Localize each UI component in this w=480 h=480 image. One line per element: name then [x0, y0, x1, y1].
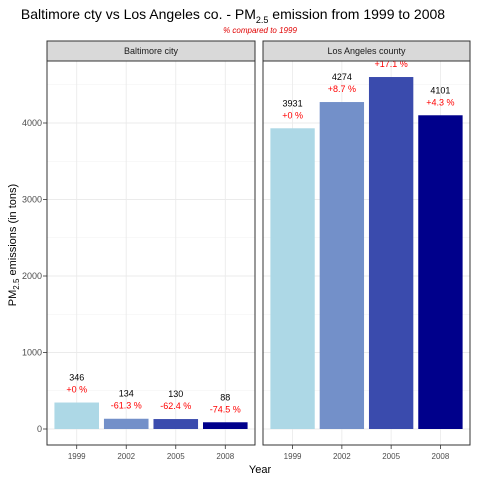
facet-panel: Los Angeles county 3931 +0 % 1999 4274 +8.7 %…	[262, 40, 471, 461]
x-tick-label: 2005	[167, 452, 185, 461]
panel-background	[47, 61, 255, 445]
bar-value-label: 346	[69, 373, 84, 383]
bar-percent-label: +0 %	[282, 110, 303, 120]
chart-title: Baltimore cty vs Los Angeles co. - PM2.5…	[21, 6, 445, 25]
bar-value-label: 134	[119, 389, 134, 399]
x-tick-label: 2005	[382, 452, 400, 461]
facet-strip-label-overlay: Los Angeles county	[327, 46, 406, 56]
y-tick-label: 3000	[22, 195, 42, 205]
bar-value-label: 4274	[332, 72, 352, 82]
bar-2002	[103, 418, 149, 429]
bar-2005	[153, 419, 199, 429]
bar-1999	[270, 128, 315, 429]
bar-percent-label: -62.4 %	[160, 401, 191, 411]
facet-strip-overlay	[46, 40, 256, 62]
x-tick-label: 1999	[68, 452, 86, 461]
bar-percent-label: -74.5 %	[210, 404, 241, 414]
facet-panels: Baltimore city 346 +0 % 1999 134 -61.3 % 2002 1…	[46, 40, 471, 461]
bar-percent-label: +4.3 %	[426, 97, 454, 107]
bar-2002	[319, 102, 365, 429]
x-axis-title: Year	[249, 464, 272, 476]
bar-percent-label: -61.3 %	[111, 401, 142, 411]
bar-value-label: 130	[168, 389, 183, 399]
bar-percent-label: +0 %	[66, 385, 87, 395]
y-tick-label: 2000	[22, 271, 42, 281]
facet-strip-label-overlay: Baltimore city	[124, 46, 179, 56]
facet-panel: Baltimore city 346 +0 % 1999 134 -61.3 % 2002 1…	[46, 40, 256, 461]
y-tick-label: 4000	[22, 118, 42, 128]
y-axis-title: PM2.5 emissions (in tons)	[7, 184, 21, 306]
x-tick-label: 1999	[284, 452, 302, 461]
x-tick-label: 2008	[216, 452, 234, 461]
bar-2005	[368, 77, 414, 429]
y-axis: 0 1000 2000 3000 4000	[22, 118, 47, 434]
chart-subtitle: % compared to 1999	[223, 26, 297, 35]
x-tick-label: 2002	[117, 452, 135, 461]
facet-strip-overlay	[262, 40, 471, 62]
y-tick-label: 1000	[22, 348, 42, 358]
y-tick-label: 0	[37, 424, 42, 434]
bar-value-label: 88	[220, 392, 230, 402]
bar-value-label: 4101	[430, 85, 450, 95]
bar-value-label: 3931	[283, 98, 303, 108]
bar-1999	[54, 402, 99, 429]
bar-percent-label: +8.7 %	[328, 84, 356, 94]
x-tick-label: 2002	[333, 452, 351, 461]
bar-2008	[203, 422, 248, 429]
bar-percent-label: +17.1 %	[375, 59, 408, 69]
x-tick-label: 2008	[432, 452, 450, 461]
bar-2008	[418, 115, 463, 429]
